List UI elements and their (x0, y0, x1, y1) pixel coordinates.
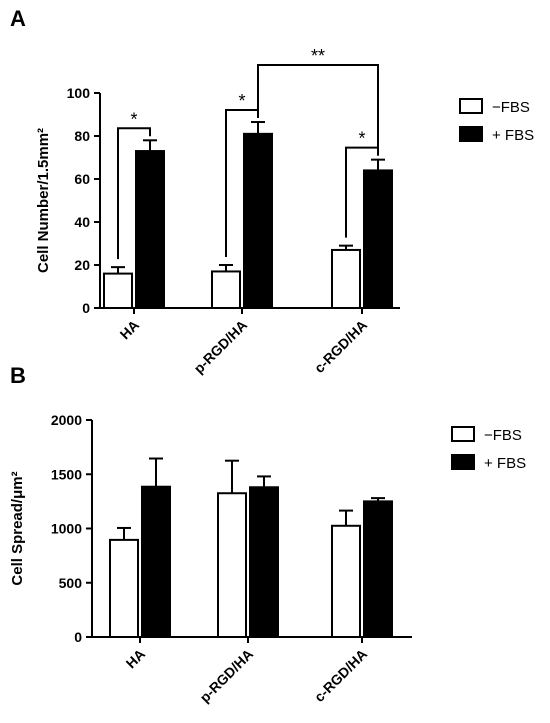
y-tick-label: 40 (74, 214, 90, 230)
y-tick-label: 0 (74, 629, 82, 645)
y-tick-label: 80 (74, 128, 90, 144)
x-tick-label: p-RGD/HA (190, 317, 250, 377)
bar (363, 500, 393, 638)
bar (141, 485, 171, 639)
y-tick-label: 1000 (51, 521, 82, 537)
significance-label: * (358, 129, 365, 149)
bar (103, 272, 133, 310)
y-tick-label: 1500 (51, 466, 82, 482)
legend-swatch (451, 454, 475, 470)
x-tick-label: c-RGD/HA (311, 317, 370, 376)
bar (211, 270, 241, 310)
bar (331, 524, 361, 638)
x-tick-label: HA (122, 646, 148, 672)
legend-label: + FBS (492, 127, 534, 144)
bar (109, 538, 139, 639)
y-axis-label: Cell Number/1.5mm² (35, 128, 52, 273)
legend-label: −FBS (484, 427, 522, 444)
bar (243, 132, 273, 309)
panel-label-b: B (10, 363, 26, 388)
legend-label: + FBS (484, 455, 526, 472)
panel-label-a: A (10, 6, 26, 31)
x-tick-label: HA (116, 317, 142, 343)
panel-b: B 0 500 1000 1500 2000 Cell Spread/μm² HA p-RGD… (9, 363, 526, 706)
bar (135, 150, 165, 309)
legend-swatch (459, 126, 483, 142)
y-tick-label: 0 (82, 300, 90, 316)
y-tick-label: 100 (67, 85, 91, 101)
y-tick-label: 500 (59, 575, 83, 591)
bar (331, 248, 361, 309)
legend-swatch (459, 98, 483, 114)
significance-bracket (257, 64, 379, 156)
x-tick-label: p-RGD/HA (196, 646, 256, 706)
y-axis-label: Cell Spread/μm² (9, 471, 26, 585)
bar (363, 169, 393, 309)
legend-swatch (451, 426, 475, 442)
significance-label: * (130, 109, 137, 129)
bar (249, 486, 279, 638)
significance-label: ** (311, 46, 325, 66)
significance-bracket (117, 127, 151, 260)
y-tick-label: 60 (74, 171, 90, 187)
y-tick-label: 20 (74, 257, 90, 273)
y-tick-label: 2000 (51, 412, 82, 428)
legend-label: −FBS (492, 99, 530, 116)
x-tick-label: c-RGD/HA (311, 646, 370, 705)
significance-label: * (238, 91, 245, 111)
panel-a: A 0 20 40 60 80 100 Cell Number/1.5mm² HA p-RGD/… (10, 6, 534, 377)
bar (217, 492, 247, 638)
